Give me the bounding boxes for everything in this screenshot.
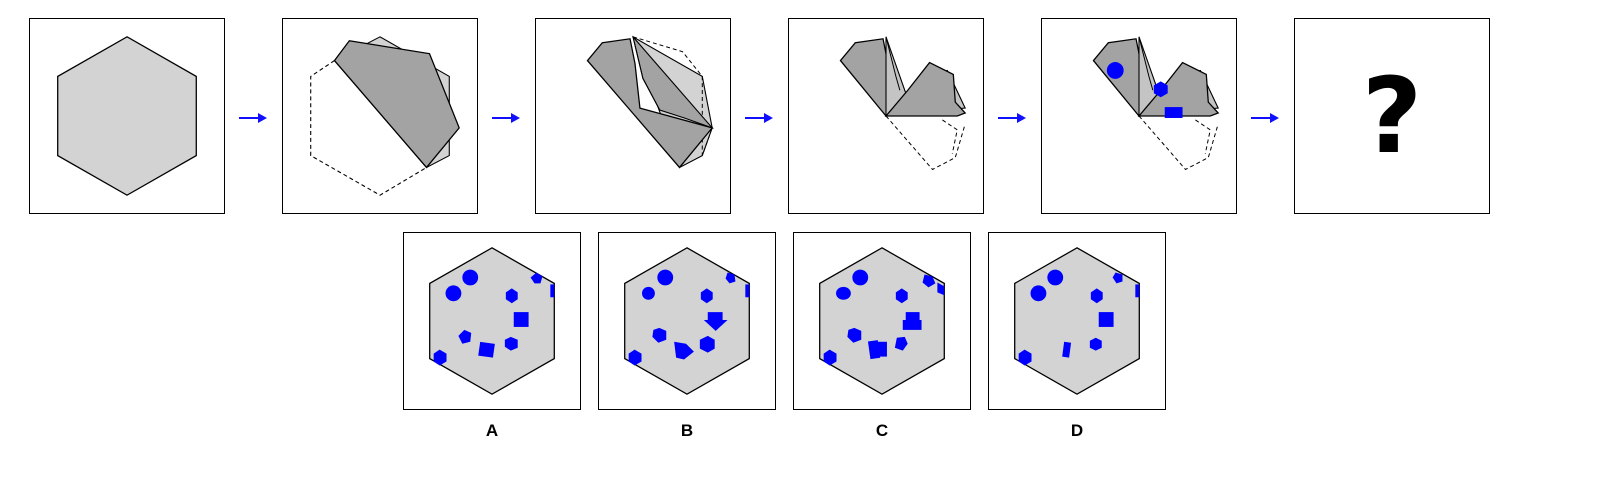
hexagon-hole-icon — [1153, 81, 1168, 98]
hexagon-hole-icon — [699, 335, 715, 353]
hexagon-hole-icon — [847, 327, 862, 343]
pentagon-hole-icon — [1112, 272, 1123, 284]
rect-hole-icon — [1062, 341, 1072, 358]
circle-hole-icon — [1047, 269, 1064, 286]
circle-hole-icon — [462, 269, 479, 286]
arrow-icon — [745, 113, 773, 123]
option-a-card[interactable] — [403, 232, 581, 410]
arrow-hole-icon — [674, 341, 694, 360]
square-hole-icon — [513, 312, 529, 327]
step-5-panel — [1041, 18, 1237, 214]
arrow-icon — [492, 113, 520, 123]
square-hole-icon — [478, 341, 495, 358]
step-2-panel — [282, 18, 478, 214]
step-4-panel — [788, 18, 984, 214]
step-3-fold — [586, 35, 714, 169]
hexagon-hole-icon — [505, 288, 518, 304]
rect-hole-icon — [876, 341, 887, 357]
hexagon-hole-icon — [823, 349, 837, 366]
pentagon-hole-icon — [937, 282, 945, 296]
hexagon-hole-icon — [1018, 349, 1032, 366]
pentagon-hole-icon — [922, 274, 936, 288]
pentagon-hole-icon — [894, 336, 908, 351]
pentagon-hole-icon — [725, 272, 736, 284]
step-4-fold — [839, 36, 967, 171]
circle-hole-icon — [445, 285, 462, 302]
square-hole-icon — [902, 320, 922, 330]
step-1-hexagon — [57, 36, 197, 196]
circle-hole-icon — [1030, 285, 1047, 302]
step-2-fold — [310, 36, 460, 196]
rect-hole-icon — [1135, 284, 1140, 298]
hexagon-hole-icon — [504, 336, 518, 351]
option-c-figure — [819, 247, 945, 395]
arrow-icon — [998, 113, 1026, 123]
hexagon-hole-icon — [700, 288, 713, 304]
circle-hole-icon — [836, 286, 851, 300]
option-c-card[interactable] — [793, 232, 971, 410]
step-1-panel — [29, 18, 225, 214]
rect-hole-icon — [1164, 107, 1183, 118]
option-d-card[interactable] — [988, 232, 1166, 410]
circle-hole-icon — [657, 269, 674, 286]
circle-hole-icon — [852, 269, 869, 286]
circle-hole-icon — [1106, 62, 1124, 79]
rect-hole-icon — [745, 284, 750, 298]
option-a-figure — [429, 247, 555, 395]
option-b-label: B — [680, 421, 694, 440]
arrow-icon — [1251, 113, 1279, 123]
rect-hole-icon — [550, 284, 555, 298]
arrow-icon — [239, 113, 267, 123]
hexagon-hole-icon — [652, 327, 667, 343]
hexagon-hole-icon — [628, 349, 642, 366]
hexagon-hole-icon — [1089, 337, 1102, 351]
pentagon-hole-icon — [458, 329, 472, 344]
option-c-label: C — [875, 421, 889, 440]
square-hole-icon — [1098, 312, 1114, 327]
pentagon-hole-icon — [530, 272, 543, 284]
question-mark: ? — [1361, 55, 1423, 177]
option-b-card[interactable] — [598, 232, 776, 410]
square-hole-icon — [905, 312, 920, 322]
answer-placeholder-panel: ? — [1294, 18, 1490, 214]
option-b-figure — [624, 247, 750, 395]
option-d-figure — [1014, 247, 1140, 395]
option-d-label: D — [1070, 421, 1084, 440]
step-3-panel — [535, 18, 731, 214]
hexagon-hole-icon — [895, 288, 908, 304]
step-5-punched — [1092, 36, 1220, 171]
hexagon-hole-icon — [1090, 288, 1103, 304]
option-a-label: A — [485, 421, 499, 440]
hexagon-hole-icon — [433, 349, 447, 366]
arrow-hole-icon — [703, 312, 728, 331]
circle-hole-icon — [642, 286, 655, 300]
